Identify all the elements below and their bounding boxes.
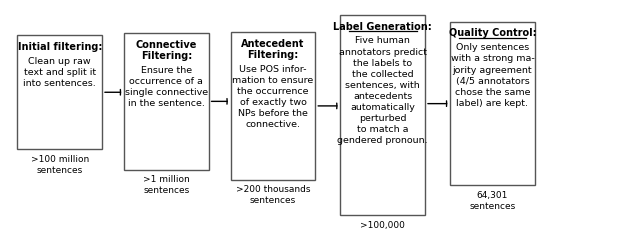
Text: Clean up raw
text and split it
into sentences.: Clean up raw text and split it into sent… [23, 57, 96, 88]
FancyBboxPatch shape [230, 33, 316, 180]
Text: >100 million
sentences: >100 million sentences [31, 154, 89, 174]
FancyBboxPatch shape [450, 23, 535, 186]
Text: >200 thousands
sentences: >200 thousands sentences [236, 185, 310, 205]
Text: Connective
Filtering:: Connective Filtering: [136, 40, 197, 61]
Text: >100,000
sentences: >100,000 sentences [360, 220, 406, 231]
Text: Initial filtering:: Initial filtering: [17, 42, 102, 52]
Text: Antecedent
Filtering:: Antecedent Filtering: [241, 39, 305, 60]
Text: >1 million
sentences: >1 million sentences [143, 174, 189, 194]
Text: 64,301
sentences: 64,301 sentences [469, 190, 516, 210]
Text: Five human
annotators predict
the labels to
the collected
sentences, with
antece: Five human annotators predict the labels… [337, 36, 428, 145]
Text: Use POS infor-
mation to ensure
the occurrence
of exactly two
NPs before the
con: Use POS infor- mation to ensure the occu… [232, 65, 314, 129]
Text: Quality Control:: Quality Control: [449, 28, 536, 38]
Text: Ensure the
occurrence of a
single connective
in the sentence.: Ensure the occurrence of a single connec… [125, 66, 208, 108]
FancyBboxPatch shape [340, 16, 425, 215]
FancyBboxPatch shape [124, 34, 209, 170]
Text: Only sentences
with a strong ma-
jority agreement
(4/5 annotators
chose the same: Only sentences with a strong ma- jority … [451, 43, 534, 107]
FancyBboxPatch shape [17, 36, 102, 149]
Text: Label Generation:: Label Generation: [333, 21, 432, 31]
